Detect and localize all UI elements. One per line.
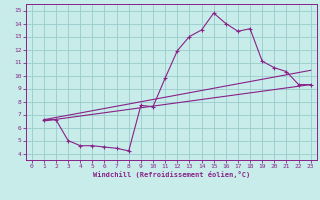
X-axis label: Windchill (Refroidissement éolien,°C): Windchill (Refroidissement éolien,°C) xyxy=(92,171,250,178)
